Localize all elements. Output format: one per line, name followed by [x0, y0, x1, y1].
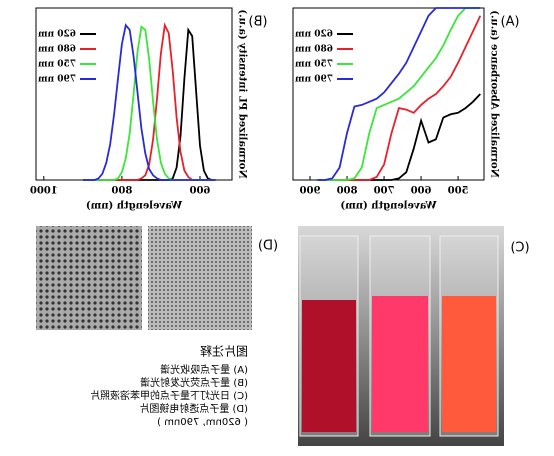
series-line — [317, 7, 481, 181]
series-line — [317, 93, 481, 181]
series-line — [82, 23, 216, 181]
legend-label: 750 nm — [295, 60, 333, 70]
caption-title: 图片注释 — [200, 344, 248, 359]
x-tick-label: 600 — [411, 186, 432, 197]
series-line — [82, 27, 216, 181]
legend-label: 790 nm — [38, 75, 76, 85]
legend-label: 750 nm — [38, 60, 76, 70]
y-axis-label: Normalized PL intensity (a.u.) — [237, 9, 248, 178]
tem-image — [36, 226, 142, 330]
series-line — [82, 22, 216, 181]
x-tick-label: 600 — [190, 186, 211, 197]
series-line — [317, 7, 481, 181]
panel-label: (D) — [258, 239, 278, 254]
caption-line: (D) 量子点透射电镜图片 — [139, 402, 248, 415]
caption-line: ( 620nm, 790nm ) — [157, 417, 248, 428]
x-tick-label: 800 — [337, 186, 358, 197]
caption-line: (C) 日光灯下量子点的甲苯溶液照片 — [90, 389, 248, 402]
series-line — [82, 25, 216, 181]
legend-label: 620 nm — [295, 30, 333, 40]
photo — [298, 226, 504, 446]
x-tick-label: 800 — [111, 186, 132, 197]
x-tick-label: 700 — [374, 186, 395, 197]
x-tick-label: 1000 — [30, 186, 58, 197]
x-axis-label: Wavelength (nm) — [340, 201, 437, 212]
panel-label: (C) — [510, 241, 529, 256]
y-axis-label: Normalized Absorbance (a.u.) — [489, 10, 500, 177]
legend-label: 620 nm — [38, 30, 76, 40]
x-axis-label: Wavelength (nm) — [86, 201, 183, 212]
x-tick-label: 900 — [300, 186, 321, 197]
tem-image — [148, 226, 252, 330]
legend-label: 680 nm — [295, 45, 333, 55]
x-tick-label: 500 — [448, 186, 469, 197]
legend-label: 680 nm — [38, 45, 76, 55]
panel-label: (A) — [500, 15, 519, 30]
caption-line: (A) 量子点吸收光谱 — [160, 363, 248, 376]
caption-line: (B) 量子点荧光发射光谱 — [140, 376, 248, 389]
legend-label: 790 nm — [295, 75, 333, 85]
panel-label: (B) — [248, 15, 267, 30]
